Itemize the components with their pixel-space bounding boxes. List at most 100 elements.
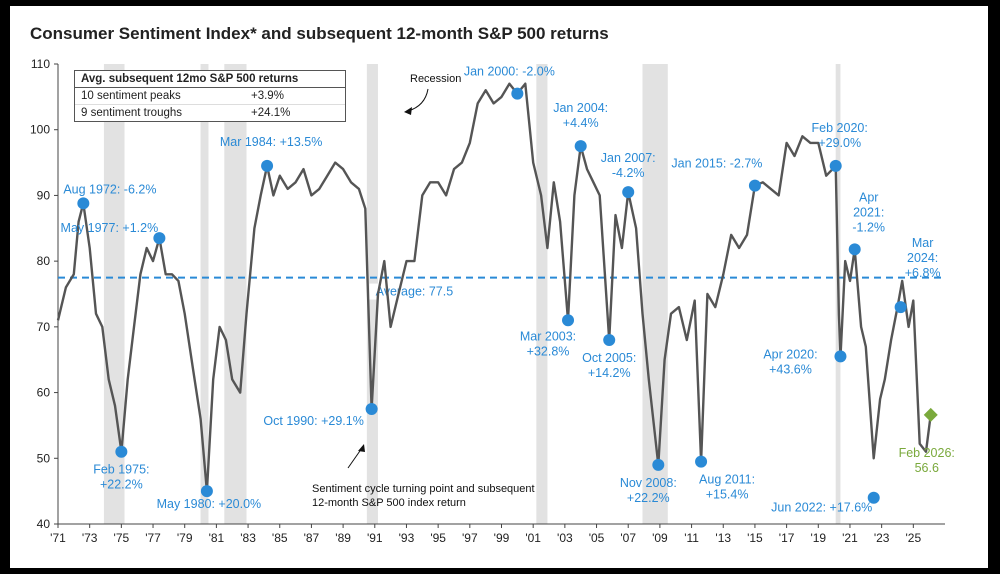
recession-bar (200, 64, 209, 524)
marker-label: Apr 2020: +43.6% (763, 347, 817, 376)
recession-arrowhead (404, 107, 412, 115)
x-tick-label: '99 (494, 531, 510, 545)
sentiment-marker (200, 485, 213, 498)
sentiment-marker (848, 243, 861, 256)
x-tick-label: '87 (304, 531, 320, 545)
x-tick-label: '15 (747, 531, 763, 545)
summary-table-row: 9 sentiment troughs +24.1% (75, 105, 345, 121)
x-tick-label: '91 (367, 531, 383, 545)
sentiment-marker (622, 186, 635, 199)
sentiment-marker (562, 314, 575, 327)
sentiment-marker (153, 232, 166, 245)
sentiment-marker (867, 491, 880, 504)
y-tick-label: 90 (37, 188, 51, 202)
marker-label: Oct 2005: +14.2% (582, 351, 636, 380)
y-tick-label: 80 (37, 254, 51, 268)
sentiment-marker (261, 159, 274, 172)
average-label: Average: 77.5 (376, 285, 454, 299)
x-tick-label: '17 (779, 531, 795, 545)
x-tick-label: '85 (272, 531, 288, 545)
x-tick-label: '89 (335, 531, 351, 545)
latest-marker (923, 407, 938, 422)
y-tick-label: 110 (31, 57, 50, 71)
chart-title: Consumer Sentiment Index* and subsequent… (30, 24, 609, 43)
y-tick-label: 70 (37, 320, 51, 334)
x-tick-label: '11 (684, 531, 699, 545)
sentiment-marker (365, 403, 378, 415)
marker-label: Jan 2004: +4.4% (553, 101, 608, 130)
x-tick-label: '01 (525, 531, 541, 545)
x-tick-label: '75 (114, 531, 130, 545)
summary-row-value: +24.1% (251, 107, 291, 119)
x-tick-label: '03 (557, 531, 573, 545)
turning-point-arrow (347, 447, 363, 469)
marker-label: Nov 2008: +22.2% (620, 476, 677, 505)
sentiment-marker (77, 197, 90, 210)
x-tick-label: '83 (240, 531, 256, 545)
sentiment-marker (115, 445, 128, 458)
sentiment-marker (748, 179, 761, 192)
marker-label: May 1977: +1.2% (61, 221, 159, 235)
x-tick-label: '07 (620, 531, 636, 545)
sentiment-marker (695, 455, 708, 468)
x-tick-label: '05 (589, 531, 605, 545)
recession-bar (103, 64, 125, 524)
x-tick-label: '79 (177, 531, 193, 545)
marker-label: Jan 2015: -2.7% (671, 157, 762, 171)
summary-row-label: 10 sentiment peaks (81, 90, 181, 102)
marker-label: Jun 2022: +17.6% (771, 501, 872, 515)
marker-label: Oct 1990: +29.1% (263, 414, 363, 428)
recession-bar (642, 64, 668, 524)
average-label-bg (369, 283, 462, 300)
sentiment-chart: 40 50 60 70 80 90 100 110 '71 '73 '75 '77 '79 '81 '83 '… (30, 57, 955, 545)
x-tick-label: '97 (462, 531, 478, 545)
x-tick-label: '93 (399, 531, 415, 545)
sentiment-marker (652, 458, 665, 471)
turning-point-arrowhead (358, 444, 365, 452)
recession-bar (224, 64, 247, 524)
marker-label: Aug 1972: -6.2% (63, 182, 156, 196)
marker-label: Mar 1984: +13.5% (220, 135, 323, 149)
turning-point-note: Sentiment cycle turning point and subseq… (312, 483, 535, 509)
marker-label: Apr 2021: -1.2% (852, 190, 885, 234)
y-tick-label: 50 (37, 451, 51, 465)
summary-row-label: 9 sentiment troughs (81, 107, 183, 119)
sentiment-marker (894, 301, 907, 314)
x-tick-label: '09 (652, 531, 668, 545)
sentiment-marker (829, 159, 842, 172)
y-tick-label: 60 (37, 386, 51, 400)
latest-label: Feb 2026: 56.6 (899, 446, 955, 475)
x-tick-label: '13 (715, 531, 731, 545)
x-tick-label: '23 (874, 531, 890, 545)
recession-bar (536, 64, 548, 524)
x-tick-label: '71 (50, 531, 66, 545)
x-tick-label: '95 (430, 531, 446, 545)
summary-table-row: 10 sentiment peaks +3.9% (75, 88, 345, 105)
y-tick-label: 40 (37, 517, 51, 531)
marker-label: Jan 2000: -2.0% (464, 65, 555, 79)
x-tick-label: '77 (145, 531, 161, 545)
marker-label: Feb 2020: +29.0% (812, 121, 868, 150)
x-tick-label: '73 (82, 531, 98, 545)
sentiment-line (56, 82, 932, 493)
sentiment-marker (834, 350, 847, 363)
x-tick-label: '25 (906, 531, 922, 545)
x-tick-label: '21 (842, 531, 858, 545)
marker-label: Mar 2024: +6.8% (905, 236, 941, 280)
x-tick-label: '19 (810, 531, 826, 545)
marker-label: Mar 2003: +32.8% (520, 329, 576, 358)
chart-frame: Consumer Sentiment Index* and subsequent… (10, 6, 988, 568)
y-tick-label: 100 (30, 123, 50, 137)
marker-label: Jan 2007: -4.2% (601, 151, 656, 180)
sentiment-marker (603, 334, 616, 346)
recession-annotation: Recession (410, 73, 461, 85)
x-tick-label: '81 (209, 531, 225, 545)
marker-label: Feb 1975: +22.2% (93, 463, 149, 492)
sentiment-marker (511, 87, 524, 100)
marker-label: Aug 2011: +15.4% (699, 473, 755, 502)
summary-row-value: +3.9% (251, 90, 284, 102)
sentiment-marker (574, 140, 587, 153)
marker-label: May 1980: +20.0% (157, 497, 262, 511)
summary-table: Avg. subsequent 12mo S&P 500 returns 10 … (74, 70, 346, 122)
summary-table-header: Avg. subsequent 12mo S&P 500 returns (75, 71, 345, 88)
